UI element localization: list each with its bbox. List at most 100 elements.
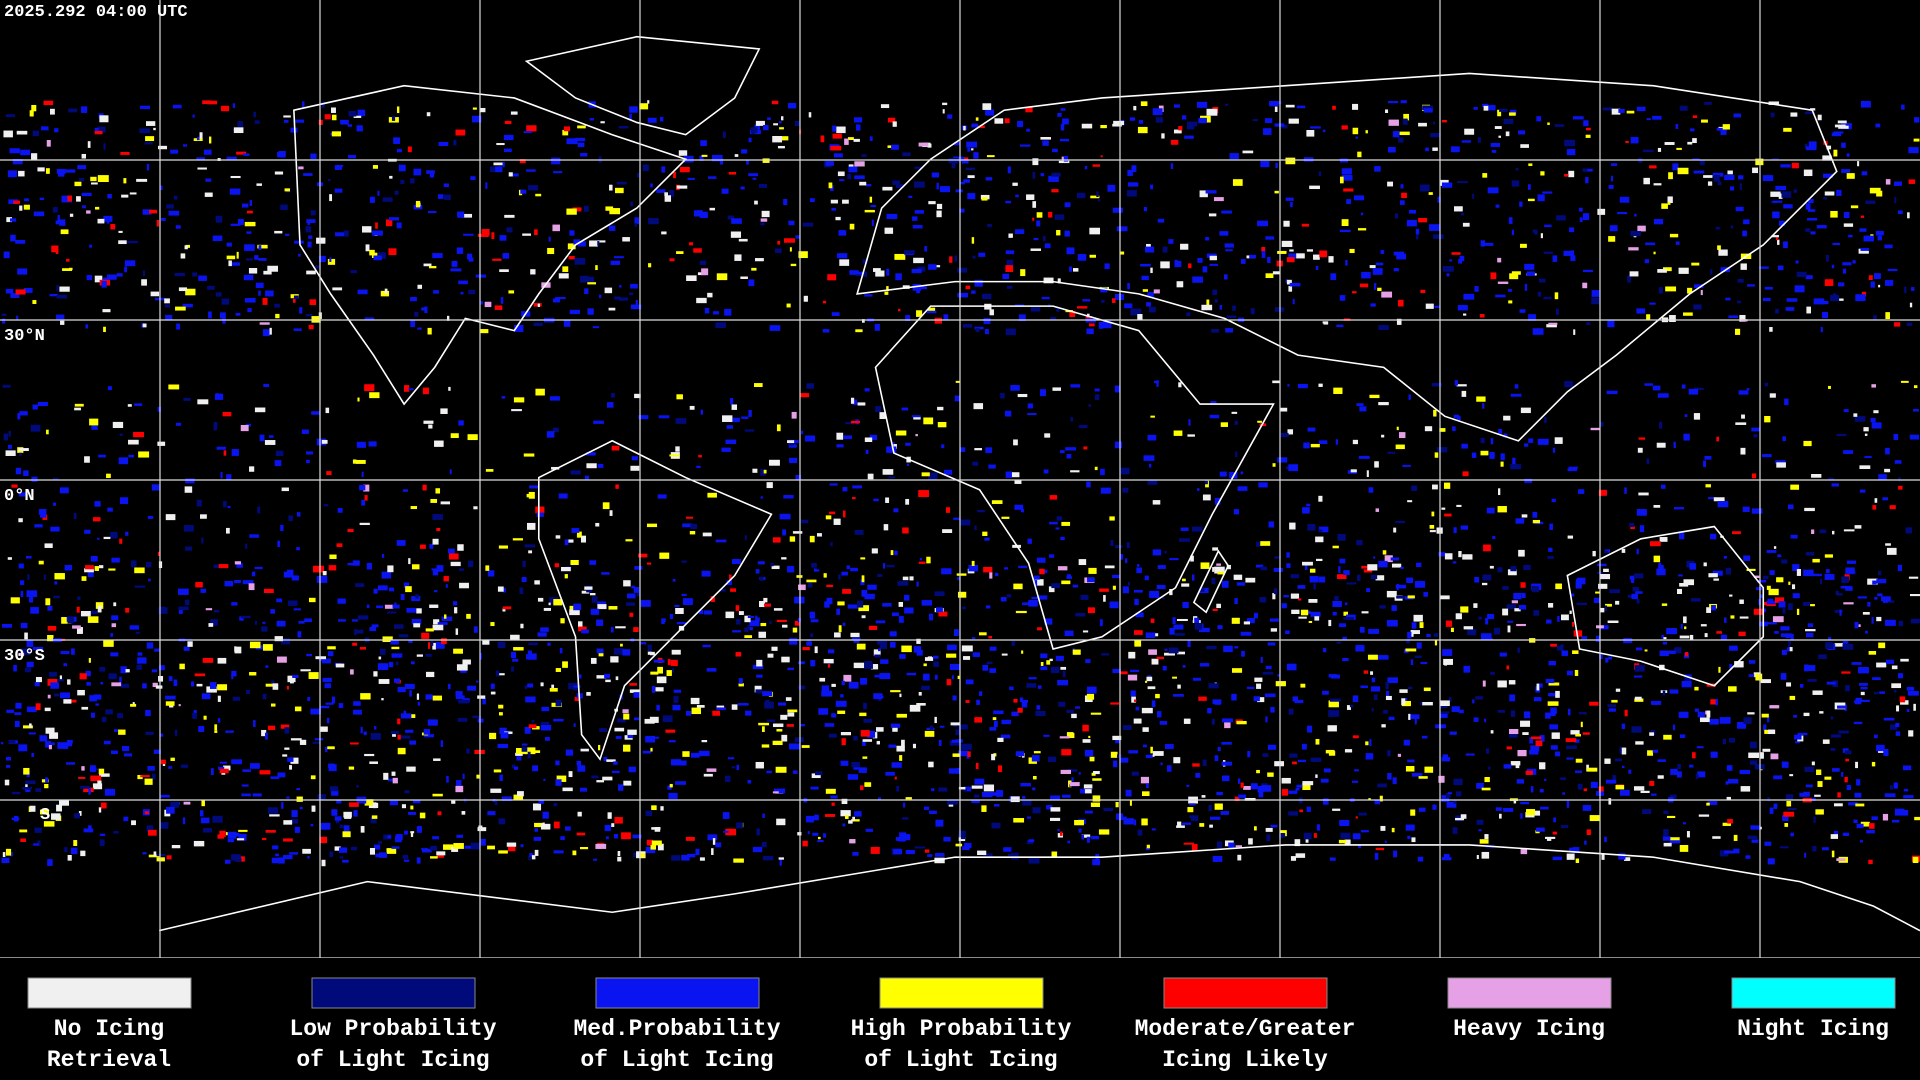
icing-cell	[531, 719, 535, 723]
icing-cell	[1307, 725, 1313, 733]
icing-cell	[1261, 246, 1266, 252]
icing-cell	[1060, 769, 1072, 774]
icing-cell	[324, 683, 332, 689]
icing-cell	[462, 659, 471, 665]
icing-cell	[1277, 457, 1288, 463]
icing-cell	[1306, 249, 1314, 252]
icing-cell	[1267, 256, 1271, 264]
icing-cell	[909, 704, 921, 712]
icing-cell	[1882, 600, 1889, 603]
icing-cell	[1088, 323, 1095, 327]
icing-cell	[657, 494, 667, 499]
icing-cell	[134, 585, 146, 588]
icing-cell	[100, 802, 107, 809]
icing-cell	[1431, 511, 1435, 517]
icing-cell	[1258, 482, 1268, 488]
icing-cell	[29, 596, 34, 603]
icing-cell	[1040, 662, 1044, 666]
icing-cell	[1112, 735, 1122, 741]
icing-cell	[1843, 409, 1849, 413]
icing-cell	[615, 735, 622, 740]
latitude-label: 30°S	[4, 647, 45, 666]
icing-cell	[1342, 636, 1347, 641]
icing-cell	[735, 652, 742, 657]
icing-cell	[1104, 263, 1110, 270]
icing-cell	[1835, 590, 1839, 595]
icing-cell	[604, 673, 610, 679]
icing-cell	[110, 531, 118, 539]
icing-cell	[1444, 553, 1453, 560]
icing-cell	[1100, 155, 1103, 158]
icing-cell	[647, 117, 657, 123]
icing-cell	[450, 433, 459, 439]
icing-cell	[1824, 573, 1835, 580]
icing-cell	[981, 791, 993, 798]
icing-cell	[574, 696, 580, 702]
icing-cell	[20, 838, 26, 842]
icing-cell	[1480, 437, 1485, 444]
icing-cell	[781, 734, 788, 742]
icing-cell	[85, 670, 91, 677]
icing-cell	[1206, 108, 1218, 116]
icing-cell	[1904, 286, 1907, 294]
icing-cell	[801, 745, 810, 748]
icing-cell	[936, 203, 943, 210]
icing-cell	[1269, 101, 1279, 107]
icing-cell	[1322, 129, 1326, 133]
icing-cell	[1212, 547, 1219, 551]
icing-cell	[311, 411, 321, 415]
icing-cell	[1004, 567, 1009, 570]
icing-cell	[103, 215, 113, 222]
icing-cell	[425, 671, 435, 678]
icing-cell	[779, 127, 784, 130]
icing-cell	[1743, 219, 1750, 225]
icing-cell	[908, 195, 913, 198]
icing-cell	[354, 629, 364, 634]
icing-cell	[1865, 630, 1868, 634]
icing-cell	[44, 543, 53, 548]
icing-cell	[1666, 650, 1676, 654]
icing-cell	[814, 814, 819, 821]
icing-cell	[1737, 300, 1741, 304]
icing-cell	[213, 610, 220, 613]
icing-cell	[321, 859, 326, 867]
icing-cell	[779, 513, 791, 520]
icing-cell	[330, 107, 336, 113]
icing-cell	[235, 312, 241, 316]
icing-cell	[707, 292, 713, 298]
icing-cell	[957, 267, 968, 273]
icing-cell	[1021, 650, 1024, 654]
icing-cell	[1405, 648, 1417, 652]
icing-cell	[817, 839, 824, 843]
icing-cell	[650, 845, 656, 850]
icing-cell	[1763, 575, 1769, 580]
icing-cell	[898, 308, 901, 312]
icing-cell	[947, 114, 953, 119]
icing-cell	[1885, 280, 1894, 286]
icing-cell	[947, 799, 958, 805]
icing-cell	[1542, 191, 1553, 194]
icing-cell	[1019, 144, 1031, 147]
icing-cell	[1112, 585, 1116, 590]
icing-cell	[583, 205, 589, 212]
icing-cell	[81, 192, 92, 197]
icing-cell	[156, 220, 160, 227]
icing-cell	[433, 758, 441, 761]
icing-cell	[503, 148, 512, 153]
icing-cell	[1138, 120, 1144, 124]
icing-cell	[1059, 138, 1070, 142]
icing-cell	[1742, 230, 1747, 237]
icing-cell	[1444, 513, 1452, 517]
icing-cell	[1434, 640, 1438, 646]
icing-cell	[1521, 514, 1528, 518]
icing-cell	[1449, 731, 1457, 735]
icing-cell	[77, 165, 87, 170]
icing-cell	[34, 524, 43, 528]
icing-cell	[1319, 250, 1328, 258]
icing-cell	[1378, 560, 1388, 568]
icing-cell	[835, 700, 847, 707]
icing-cell	[192, 272, 198, 277]
icing-cell	[1188, 263, 1192, 269]
icing-cell	[67, 739, 73, 744]
icing-cell	[579, 846, 589, 850]
